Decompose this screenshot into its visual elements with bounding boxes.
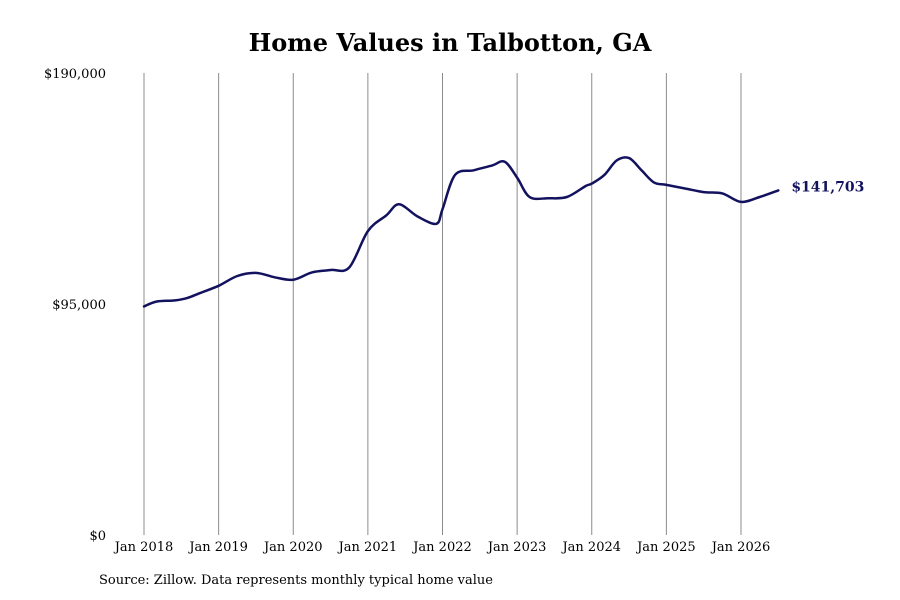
x-tick-label: Jan 2022 — [411, 540, 472, 555]
x-tick-label: Jan 2019 — [187, 540, 248, 555]
end-value-label-group: $141,703 — [791, 179, 864, 195]
x-tick-label: Jan 2023 — [486, 540, 547, 555]
x-axis-tick-labels: Jan 2018 Jan 2019 Jan 2020 Jan 2021 Jan 2022… — [113, 540, 771, 555]
series-line — [142, 156, 780, 308]
x-tick-label: Jan 2024 — [560, 540, 621, 555]
y-tick-label: $190,000 — [44, 67, 106, 82]
y-tick-label: $0 — [89, 529, 106, 544]
home-value-series — [142, 156, 780, 308]
chart-title: Home Values in Talbotton, GA — [248, 28, 652, 57]
vertical-gridlines — [143, 73, 742, 535]
x-tick-label: Jan 2025 — [635, 540, 696, 555]
x-tick-label: Jan 2020 — [262, 540, 323, 555]
x-tick-label: Jan 2021 — [337, 540, 398, 555]
source-note: Source: Zillow. Data represents monthly … — [99, 573, 493, 588]
x-tick-label: Jan 2026 — [710, 540, 771, 555]
y-axis-tick-labels: $0 $95,000 $190,000 — [44, 67, 106, 544]
y-tick-label: $95,000 — [52, 298, 106, 313]
x-tick-label: Jan 2018 — [113, 540, 174, 555]
end-value-label: $141,703 — [791, 179, 864, 195]
